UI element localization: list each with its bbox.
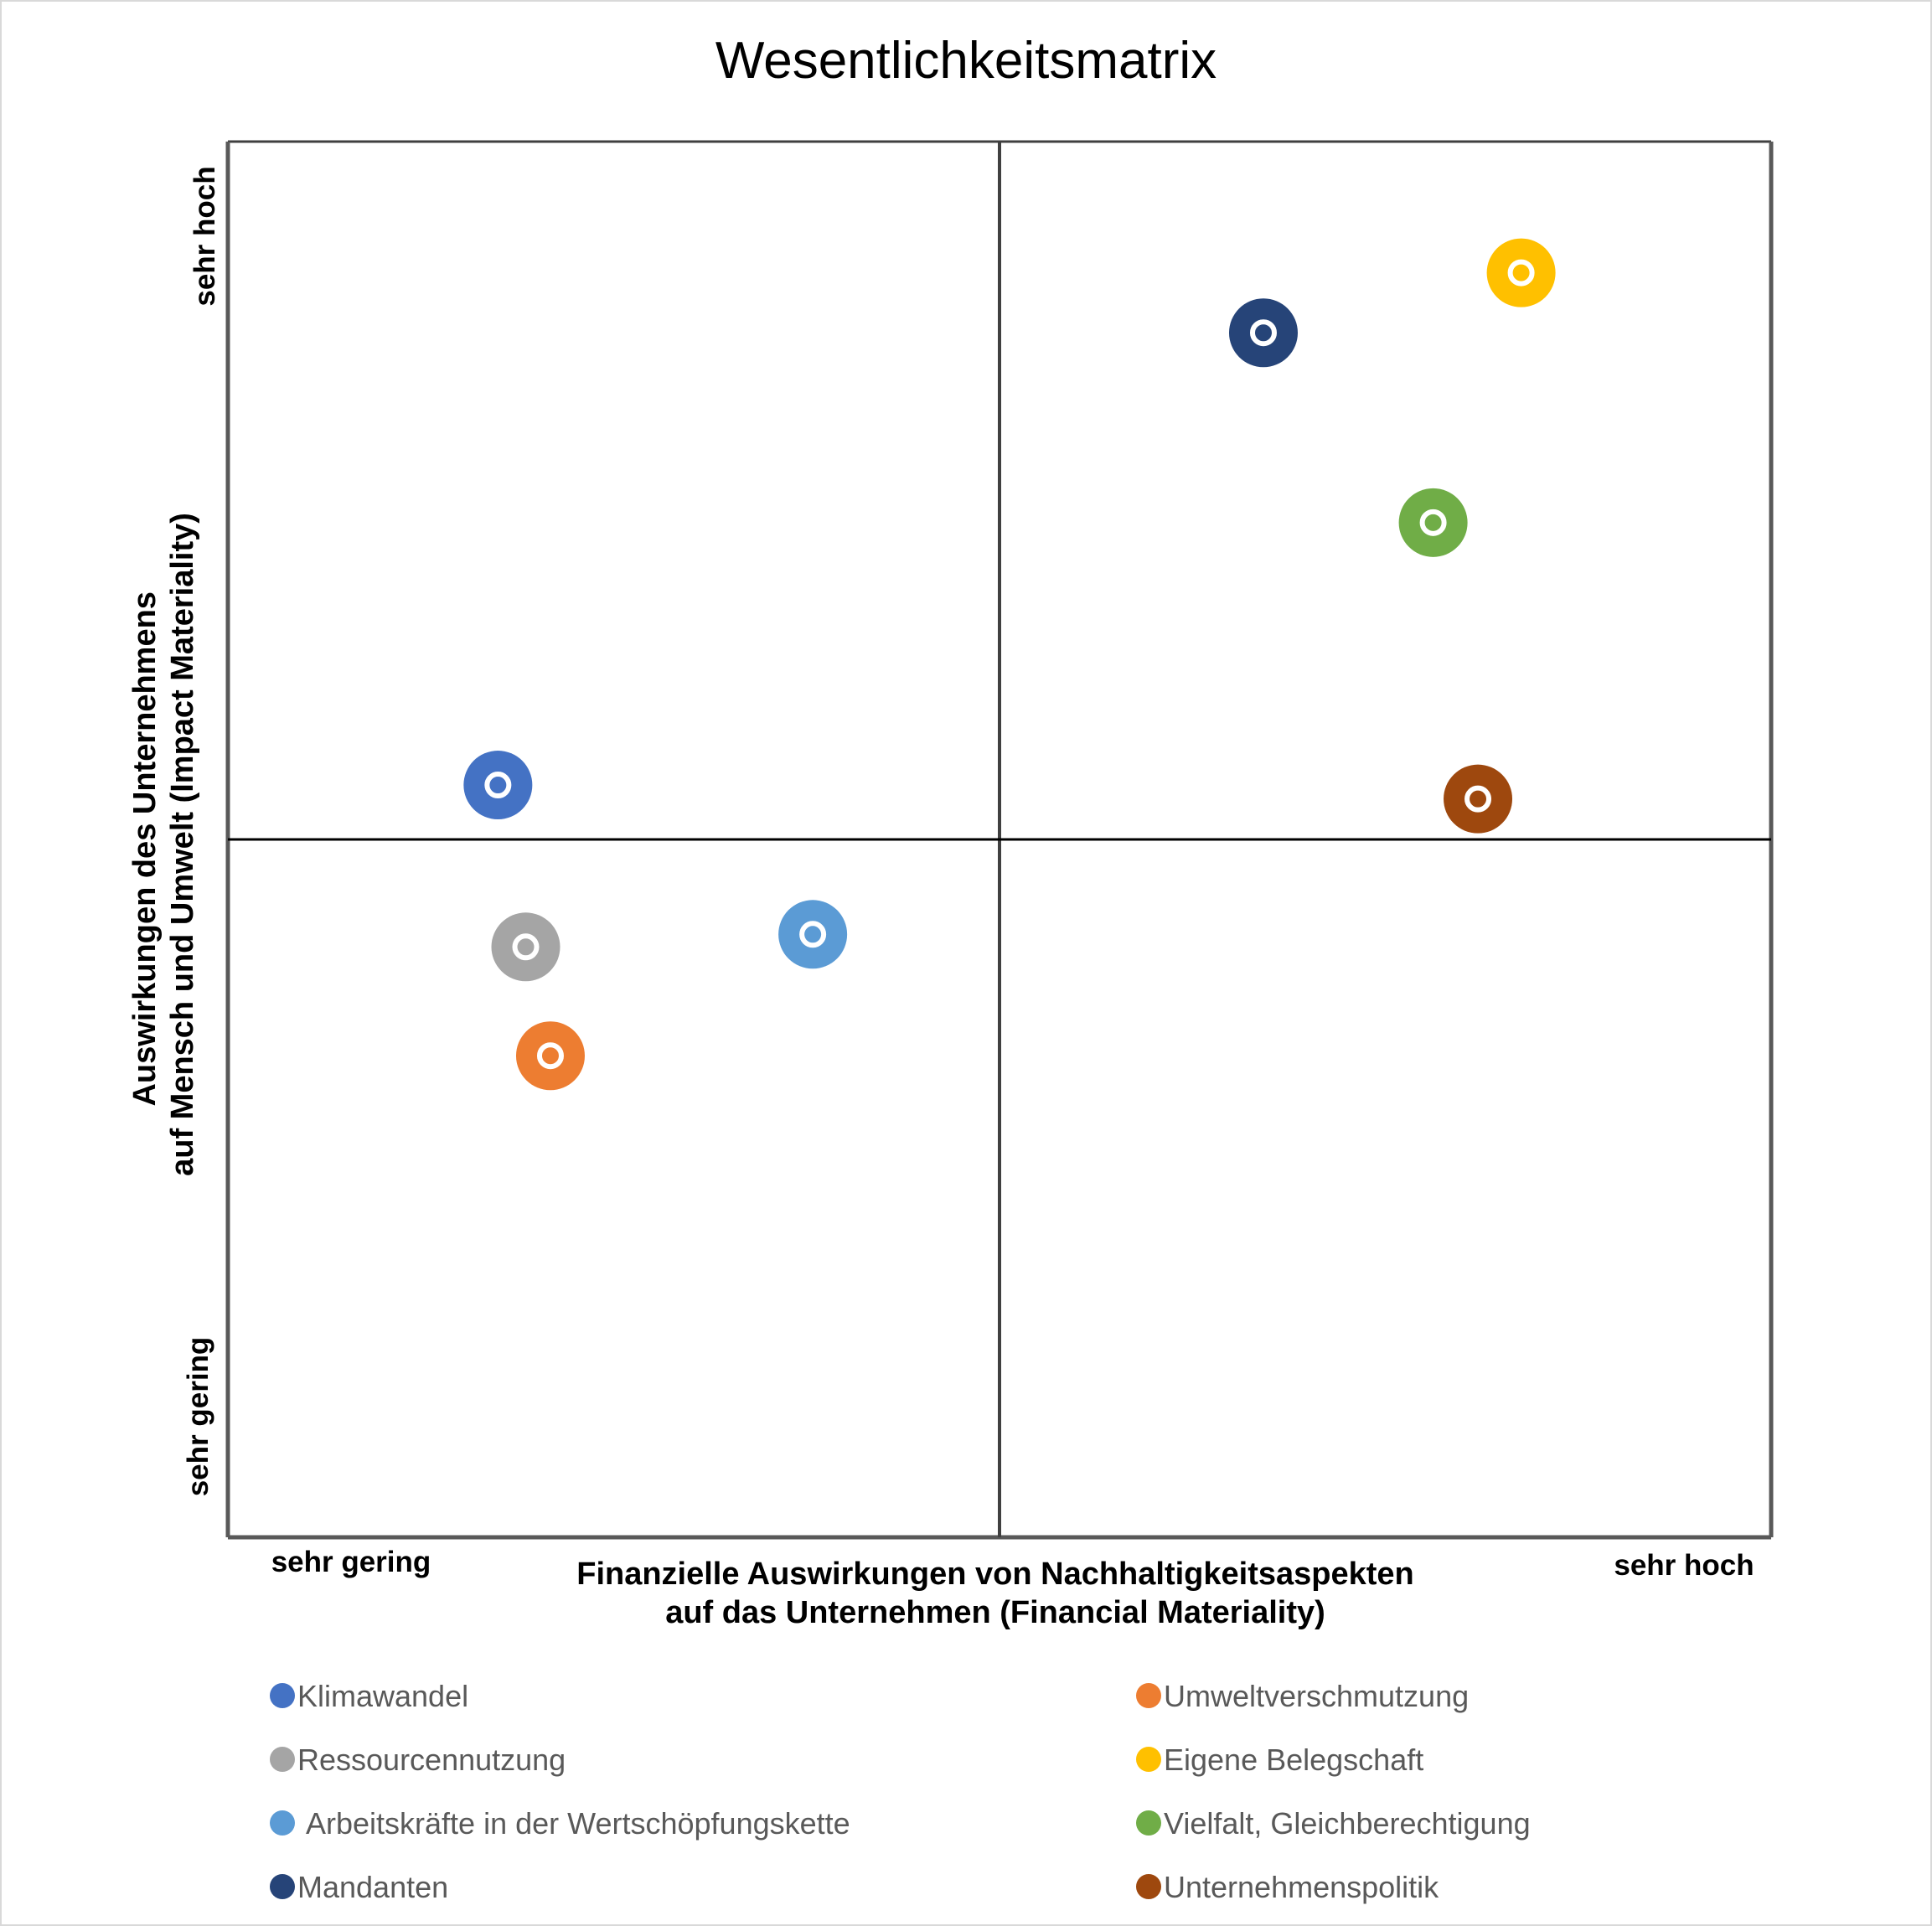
legend-marker xyxy=(270,1683,295,1708)
x-axis-high-label: sehr hoch xyxy=(1614,1549,1754,1582)
point-marker-ring xyxy=(799,921,827,948)
legend-label: Umweltverschmutzung xyxy=(1164,1679,1469,1713)
legend-label: Vielfalt, Gleichberechtigung xyxy=(1164,1806,1531,1841)
point-ressourcennutzung xyxy=(491,912,560,982)
point-marker-ring xyxy=(1419,509,1447,536)
point-unternehmenspolitik xyxy=(1444,764,1513,834)
point-marker xyxy=(1486,238,1556,307)
legend-marker xyxy=(270,1747,295,1772)
legend-item-mandanten: Mandanten xyxy=(270,1870,448,1904)
point-mandanten xyxy=(1228,298,1298,368)
y-axis-title-line-1: Auswirkungen des Unternehmens xyxy=(127,591,163,1106)
point-marker xyxy=(1228,298,1298,368)
legend-label: Unternehmenspolitik xyxy=(1164,1870,1439,1904)
legend-marker xyxy=(1136,1747,1161,1772)
y-axis-low-label: sehr gering xyxy=(182,1337,214,1497)
legend-item-vielfalt-gleichberechtigung: Vielfalt, Gleichberechtigung xyxy=(1136,1806,1531,1841)
point-marker xyxy=(778,900,848,969)
x-axis-title-line-1: Finanzielle Auswirkungen von Nachhaltigk… xyxy=(576,1557,1414,1592)
point-marker-ring xyxy=(512,933,540,961)
point-marker-ring xyxy=(536,1042,564,1070)
plot-area xyxy=(225,140,1774,1540)
legend-marker xyxy=(270,1874,295,1899)
legend-marker xyxy=(1136,1874,1161,1899)
y-axis-title: Auswirkungen des Unternehmens auf Mensch… xyxy=(127,513,200,1176)
legend-label: Arbeitskräfte in der Wertschöpfungskette xyxy=(306,1806,850,1841)
point-marker-ring xyxy=(1507,259,1535,287)
point-vielfalt-gleichberechtigung xyxy=(1398,488,1468,557)
data-points xyxy=(463,238,1556,1091)
point-umweltverschmutzung xyxy=(515,1021,585,1091)
legend-item-klimawandel: Klimawandel xyxy=(270,1679,468,1713)
chart-title: Wesentlichkeitsmatrix xyxy=(715,32,1217,90)
x-axis-title-line-2: auf das Unternehmen (Financial Materiali… xyxy=(665,1595,1325,1630)
point-marker xyxy=(463,751,533,820)
y-axis-title-line-2: auf Mensch und Umwelt (Impact Materialit… xyxy=(165,513,200,1176)
point-marker-ring xyxy=(484,772,512,799)
legend-item-eigene-belegschaft: Eigene Belegschaft xyxy=(1136,1743,1423,1777)
legend-label: Mandanten xyxy=(297,1870,448,1904)
point-eigene-belegschaft xyxy=(1486,238,1556,307)
legend-item-arbeitskraefte-in-der-wertschoepfungskette: Arbeitskräfte in der Wertschöpfungskette xyxy=(270,1806,850,1841)
legend-marker xyxy=(1136,1810,1161,1836)
point-marker xyxy=(491,912,560,982)
legend-marker xyxy=(1136,1683,1161,1708)
point-arbeitskraefte-in-der-wertschoepfungskette xyxy=(778,900,848,969)
legend-item-unternehmenspolitik: Unternehmenspolitik xyxy=(1136,1870,1439,1904)
point-marker xyxy=(1398,488,1468,557)
point-marker xyxy=(1444,764,1513,834)
legend-item-ressourcennutzung: Ressourcennutzung xyxy=(270,1743,566,1777)
y-axis-high-label: sehr hoch xyxy=(189,166,221,306)
point-marker-ring xyxy=(1249,319,1277,347)
legend: Klimawandel Ressourcennutzung Arbeitskräft… xyxy=(270,1679,1531,1904)
point-marker xyxy=(515,1021,585,1091)
legend-label: Klimawandel xyxy=(297,1679,468,1713)
point-marker-ring xyxy=(1464,785,1492,813)
legend-marker xyxy=(270,1810,295,1836)
legend-label: Ressourcennutzung xyxy=(297,1743,566,1777)
legend-label: Eigene Belegschaft xyxy=(1164,1743,1423,1777)
legend-item-umweltverschmutzung: Umweltverschmutzung xyxy=(1136,1679,1469,1713)
point-klimawandel xyxy=(463,751,533,820)
x-axis-low-label: sehr gering xyxy=(271,1546,431,1578)
